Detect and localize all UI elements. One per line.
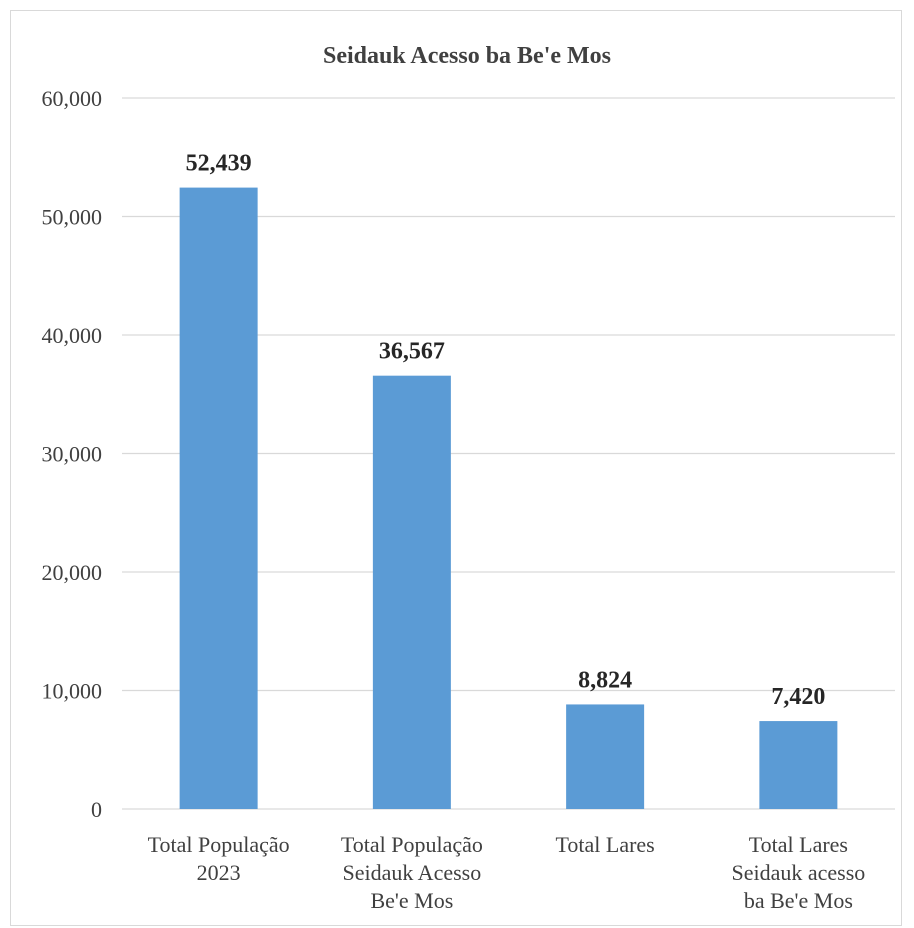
y-tick-label: 10,000 <box>42 679 103 704</box>
y-tick-label: 30,000 <box>42 442 103 467</box>
y-tick-label: 60,000 <box>42 86 103 111</box>
x-tick-label: Total População Seidauk Acesso Be'e Mos <box>341 832 483 913</box>
x-tick-label-line: ba Be'e Mos <box>744 888 853 913</box>
category-labels: Total População 2023 Total População Seidau… <box>148 832 866 913</box>
bar <box>372 375 451 809</box>
x-tick-label-line: 2023 <box>197 860 241 885</box>
x-tick-label-line: Seidauk acesso <box>731 860 865 885</box>
y-axis-ticks: 0 10,000 20,000 30,000 40,000 50,000 60,000 <box>42 86 103 822</box>
bar <box>179 187 258 810</box>
data-label: 7,420 <box>771 684 825 710</box>
x-tick-label-line: Total Lares <box>556 832 655 857</box>
y-tick-label: 0 <box>91 797 102 822</box>
x-tick-label-line: Total Lares <box>749 832 848 857</box>
data-label: 36,567 <box>379 339 445 365</box>
y-tick-label: 40,000 <box>42 323 103 348</box>
x-tick-label-line: Total População <box>341 832 483 857</box>
bar <box>566 704 645 809</box>
x-tick-label-line: Total População <box>148 832 290 857</box>
x-tick-label-line: Seidauk Acesso <box>343 860 482 885</box>
x-tick-label-line: Be'e Mos <box>370 888 453 913</box>
x-tick-label: Total Lares <box>556 832 655 857</box>
bar <box>759 721 838 809</box>
data-label: 52,439 <box>186 151 252 177</box>
x-tick-label: Total Lares Seidauk acesso ba Be'e Mos <box>731 832 865 913</box>
bars <box>179 187 838 810</box>
x-tick-label: Total População 2023 <box>148 832 290 885</box>
chart-frame <box>10 10 902 926</box>
y-tick-label: 20,000 <box>42 560 103 585</box>
y-tick-label: 50,000 <box>42 205 103 230</box>
data-label: 8,824 <box>578 667 632 693</box>
data-labels: 52,439 36,567 8,824 7,420 <box>186 151 826 710</box>
chart-title: Seidauk Acesso ba Be'e Mos <box>323 43 611 69</box>
